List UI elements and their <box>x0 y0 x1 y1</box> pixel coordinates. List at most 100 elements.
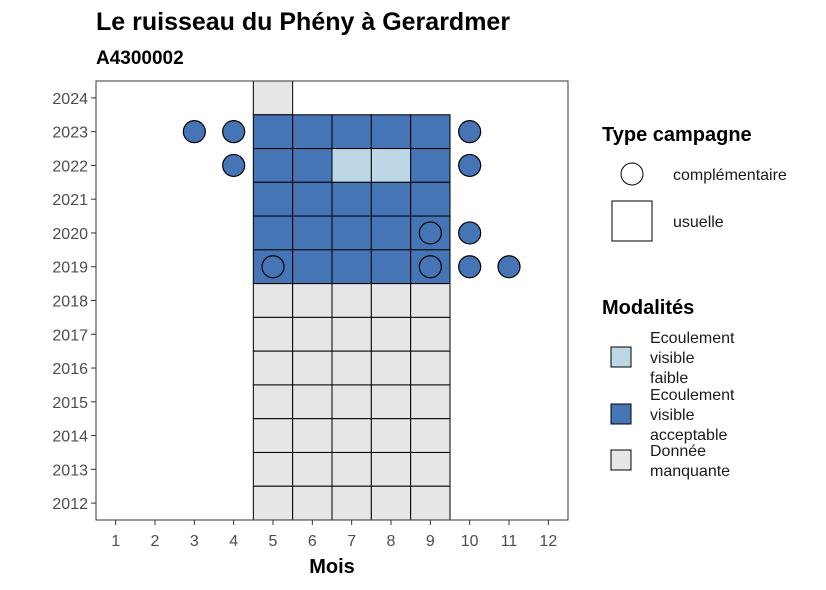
legend-modalites-title: Modalités <box>602 297 694 319</box>
y-tick-label-2016: 2016 <box>52 361 88 378</box>
legend-label-manquante-line-1: Donnée <box>650 443 706 460</box>
x-tick-label-2: 2 <box>151 533 160 550</box>
tile-2016-5 <box>252 350 294 386</box>
tile-2012-9 <box>410 485 451 521</box>
y-tick-label-2015: 2015 <box>52 395 88 412</box>
legend-key-complementaire <box>620 162 644 186</box>
tile-2016-7 <box>331 350 372 386</box>
plot-area <box>95 80 569 521</box>
tile-2015-9 <box>410 384 451 420</box>
y-tick-label-2022: 2022 <box>52 158 88 175</box>
legend-label-acceptable: Ecoulement visible acceptable <box>650 387 739 444</box>
tile-2014-6 <box>292 418 333 453</box>
legend-label-faible-line-1: Ecoulement <box>650 330 735 347</box>
tile-2013-5 <box>252 451 294 487</box>
x-tick-label-1: 1 <box>111 533 120 550</box>
tile-2022-8 <box>370 148 412 183</box>
x-tick-label-5: 5 <box>269 533 278 550</box>
point-2019-9 <box>418 255 442 279</box>
y-tick-label-2013: 2013 <box>52 462 88 479</box>
x-tick-label-10: 10 <box>461 533 479 550</box>
point-2020-10 <box>458 221 482 245</box>
tile-2013-9 <box>410 451 451 487</box>
x-tick-label-4: 4 <box>229 533 238 550</box>
tile-2024-5 <box>252 80 294 116</box>
x-tick-label-12: 12 <box>539 533 557 550</box>
legend-key-usuelle <box>611 200 653 242</box>
tile-2016-8 <box>370 350 412 386</box>
tile-2015-8 <box>370 384 412 420</box>
x-tick-label-7: 7 <box>347 533 356 550</box>
point-2022-4 <box>222 153 246 178</box>
point-2023-3 <box>182 120 206 144</box>
legend-modalites: Modalités Ecoulement visible faible Ecou… <box>602 297 739 480</box>
tile-2016-9 <box>410 350 451 386</box>
tile-2023-6 <box>292 114 333 150</box>
x-tick-label-11: 11 <box>501 533 518 550</box>
tile-2019-7 <box>331 249 372 285</box>
legend-key-manquante <box>610 449 632 471</box>
legend-label-manquante-line-2: manquante <box>650 463 730 480</box>
tile-2021-6 <box>292 181 333 217</box>
tile-2017-7 <box>331 316 372 352</box>
y-tick-label-2021: 2021 <box>52 192 88 209</box>
tile-2013-7 <box>331 451 372 487</box>
legend-label-complementaire: complémentaire <box>673 167 787 184</box>
tile-2012-5 <box>252 485 294 521</box>
tile-2012-7 <box>331 485 372 521</box>
tile-2023-5 <box>252 114 294 150</box>
y-tick-label-2024: 2024 <box>52 91 88 108</box>
points-layer <box>182 120 521 279</box>
legend-label-acceptable-line-3: acceptable <box>650 427 727 444</box>
legend-label-faible-line-3: faible <box>650 370 688 387</box>
tile-2015-5 <box>252 384 294 420</box>
tile-2020-5 <box>252 215 294 251</box>
legend-type-title: Type campagne <box>602 124 752 146</box>
y-tick-label-2018: 2018 <box>52 294 88 311</box>
x-tick-label-8: 8 <box>387 533 396 550</box>
tile-2023-7 <box>331 114 372 150</box>
legend-label-acceptable-line-2: visible <box>650 407 695 424</box>
y-tick-label-2012: 2012 <box>52 496 88 513</box>
tile-2014-5 <box>252 418 294 453</box>
point-2023-10 <box>458 120 482 144</box>
tile-2023-8 <box>370 114 412 150</box>
x-axis-title: Mois <box>309 556 355 578</box>
tile-2022-9 <box>410 148 451 183</box>
tile-2017-8 <box>370 316 412 352</box>
tile-2014-8 <box>370 418 412 453</box>
tile-2018-5 <box>252 283 294 318</box>
legend-label-faible-line-2: visible <box>650 350 695 367</box>
legend-label-manquante: Donnée manquante <box>650 443 730 480</box>
point-2023-4 <box>222 120 246 144</box>
tile-2022-5 <box>252 148 294 183</box>
tile-2021-5 <box>252 181 294 217</box>
tiles-layer <box>252 80 451 521</box>
point-2019-11 <box>497 255 521 279</box>
tile-2012-8 <box>370 485 412 521</box>
tile-2022-6 <box>292 148 333 183</box>
legend-label-faible: Ecoulement visible faible <box>650 330 739 387</box>
tile-2022-7 <box>331 148 372 183</box>
tile-2013-8 <box>370 451 412 487</box>
y-tick-label-2017: 2017 <box>52 327 88 344</box>
tile-2012-6 <box>292 485 333 521</box>
tile-2014-7 <box>331 418 372 453</box>
legend-key-faible <box>610 346 632 368</box>
tile-2018-9 <box>410 283 451 318</box>
tile-2020-7 <box>331 215 372 251</box>
tile-2015-7 <box>331 384 372 420</box>
point-2020-9 <box>418 221 442 245</box>
point-2019-10 <box>458 255 482 279</box>
tile-2021-7 <box>331 181 372 217</box>
tile-2017-6 <box>292 316 333 352</box>
tile-2014-9 <box>410 418 451 453</box>
tile-2018-7 <box>331 283 372 318</box>
tile-2020-8 <box>370 215 412 251</box>
y-tick-label-2020: 2020 <box>52 226 88 243</box>
chart-title: Le ruisseau du Phény à Gerardmer <box>96 8 510 36</box>
legend-label-usuelle: usuelle <box>673 214 724 231</box>
tile-2020-6 <box>292 215 333 251</box>
tile-2018-8 <box>370 283 412 318</box>
